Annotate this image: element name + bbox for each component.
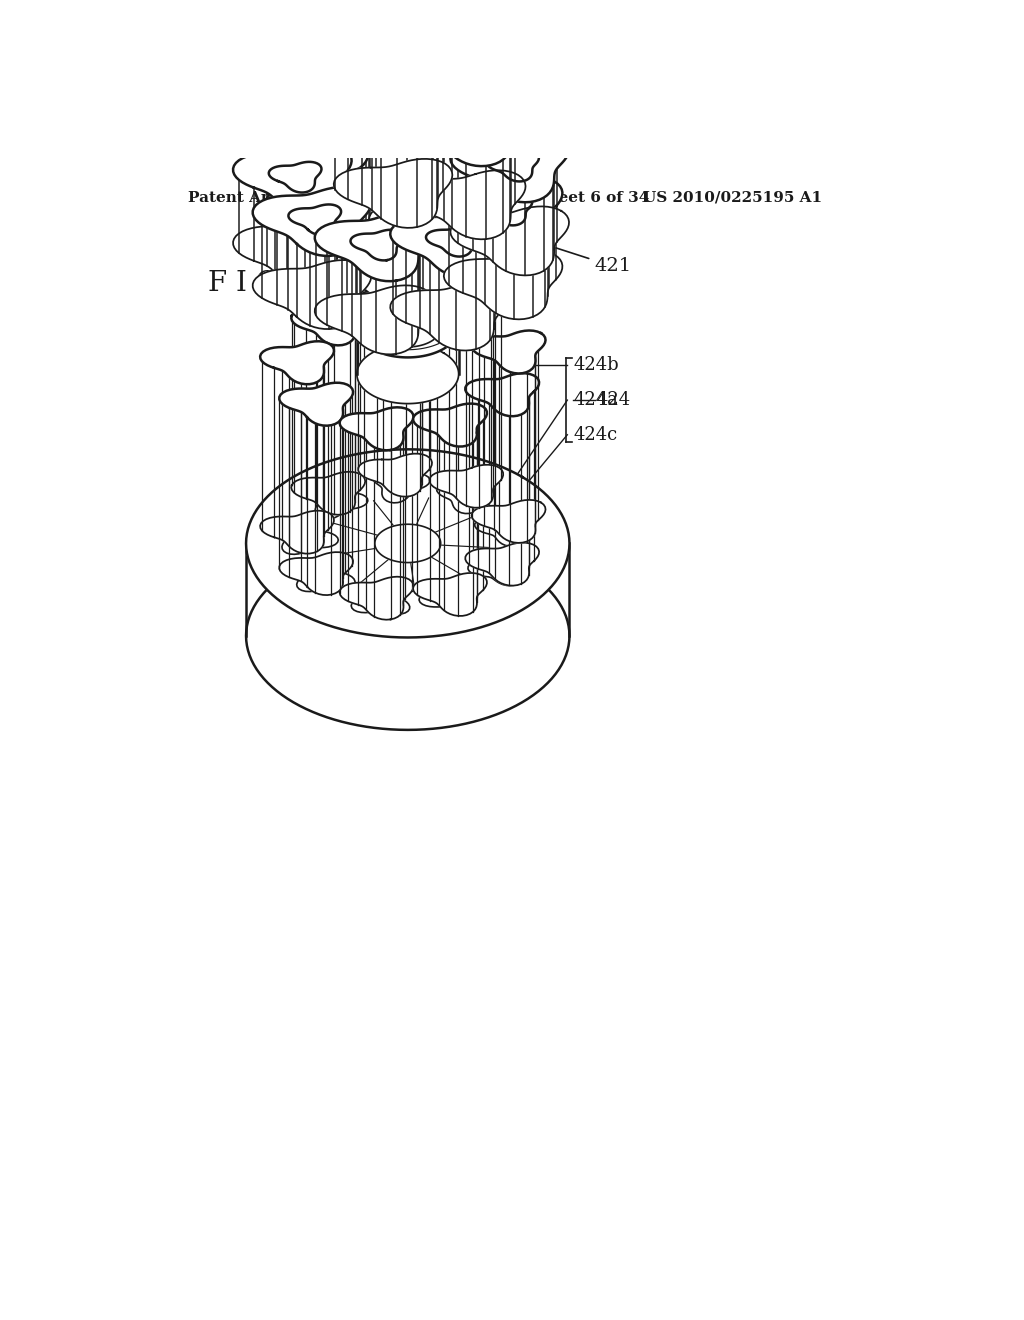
Polygon shape: [314, 285, 433, 354]
Polygon shape: [291, 302, 366, 346]
Polygon shape: [356, 298, 459, 358]
Polygon shape: [472, 330, 546, 374]
Polygon shape: [356, 345, 459, 404]
Polygon shape: [340, 577, 414, 619]
Polygon shape: [253, 187, 371, 256]
Polygon shape: [451, 133, 569, 202]
Polygon shape: [289, 205, 341, 235]
Polygon shape: [407, 98, 525, 166]
Polygon shape: [340, 408, 414, 450]
Polygon shape: [475, 513, 532, 546]
Polygon shape: [280, 383, 353, 425]
Text: F I G . 1 0: F I G . 1 0: [208, 271, 348, 297]
Polygon shape: [468, 552, 522, 586]
Polygon shape: [301, 121, 353, 153]
Polygon shape: [334, 86, 453, 154]
Polygon shape: [370, 103, 422, 133]
Polygon shape: [375, 524, 440, 562]
Polygon shape: [407, 170, 525, 239]
Polygon shape: [291, 471, 366, 515]
Polygon shape: [375, 309, 440, 347]
Polygon shape: [269, 162, 322, 193]
Polygon shape: [351, 582, 410, 614]
Polygon shape: [442, 115, 496, 145]
Polygon shape: [486, 150, 539, 181]
Polygon shape: [472, 500, 546, 543]
Polygon shape: [479, 195, 532, 226]
Polygon shape: [372, 470, 430, 503]
Polygon shape: [358, 284, 432, 327]
Polygon shape: [297, 558, 355, 591]
Polygon shape: [246, 449, 569, 638]
Polygon shape: [419, 579, 476, 612]
Polygon shape: [350, 230, 403, 260]
Polygon shape: [413, 404, 486, 446]
Text: 424: 424: [597, 391, 631, 409]
Polygon shape: [260, 342, 334, 384]
Polygon shape: [426, 226, 478, 256]
Polygon shape: [465, 374, 539, 416]
Polygon shape: [436, 482, 496, 513]
Polygon shape: [451, 206, 569, 276]
Text: Patent Application Publication: Patent Application Publication: [188, 191, 451, 205]
Polygon shape: [465, 543, 539, 586]
Polygon shape: [282, 520, 338, 554]
Polygon shape: [312, 484, 368, 519]
Polygon shape: [265, 178, 384, 247]
Polygon shape: [253, 260, 371, 329]
Text: 421: 421: [521, 235, 632, 275]
Polygon shape: [443, 251, 562, 319]
Polygon shape: [356, 244, 459, 304]
Polygon shape: [413, 573, 486, 616]
Polygon shape: [334, 158, 453, 228]
Text: US 2010/0225195 A1: US 2010/0225195 A1: [643, 191, 821, 205]
Polygon shape: [233, 144, 351, 214]
Polygon shape: [443, 177, 562, 247]
Polygon shape: [429, 296, 503, 338]
Text: 424c: 424c: [573, 426, 617, 444]
Text: 424b: 424b: [573, 356, 620, 375]
Polygon shape: [358, 454, 432, 496]
Polygon shape: [356, 290, 459, 350]
Polygon shape: [390, 281, 509, 351]
Polygon shape: [265, 104, 384, 173]
Polygon shape: [233, 218, 351, 286]
Text: Sep. 9, 2010   Sheet 6 of 34: Sep. 9, 2010 Sheet 6 of 34: [416, 191, 650, 205]
Text: 424a: 424a: [573, 391, 618, 409]
Polygon shape: [280, 552, 353, 595]
Polygon shape: [246, 541, 569, 730]
Polygon shape: [429, 465, 503, 508]
Polygon shape: [390, 209, 509, 277]
Polygon shape: [314, 213, 433, 281]
Polygon shape: [260, 511, 334, 553]
